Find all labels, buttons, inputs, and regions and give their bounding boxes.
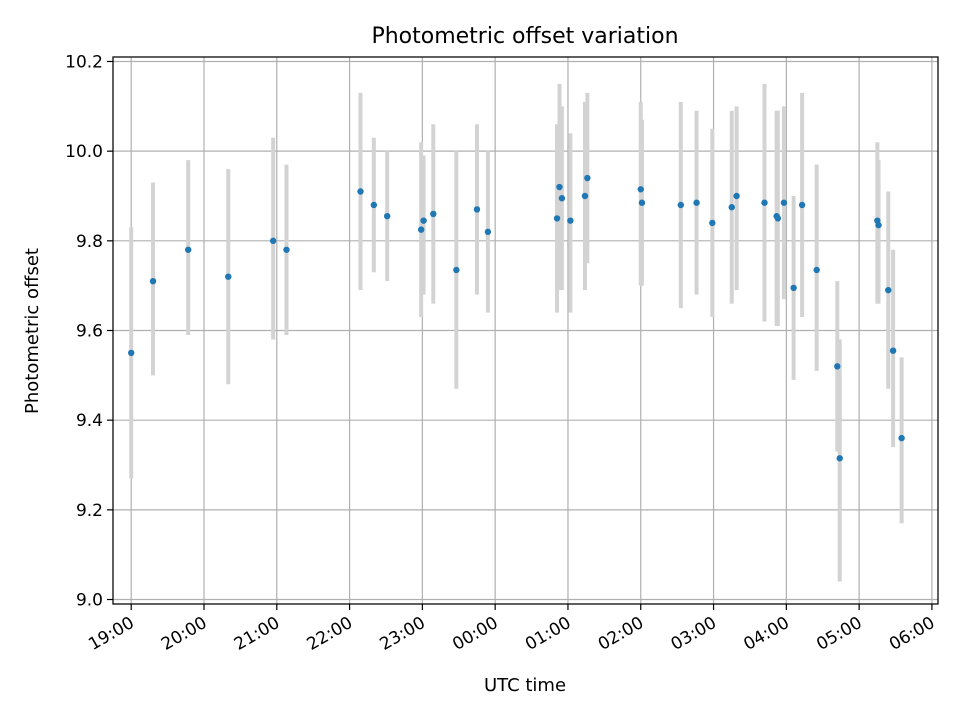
data-point: [283, 246, 290, 253]
y-tick-label: 9.6: [76, 322, 103, 342]
data-point: [761, 199, 768, 206]
data-point: [889, 347, 897, 354]
data-point: [127, 349, 135, 357]
data-point: [885, 286, 892, 294]
data-markers: [127, 174, 905, 462]
data-point: [813, 266, 820, 274]
y-tick-label: 10.0: [65, 142, 103, 162]
data-point: [484, 228, 492, 236]
y-axis-ticks: 9.0 9.2 9.4 9.6 9.8 10.0 10.2: [65, 52, 113, 611]
data-point: [581, 192, 589, 200]
data-point: [790, 284, 797, 292]
data-point: [149, 277, 157, 285]
data-point: [567, 217, 574, 224]
data-point: [417, 226, 425, 233]
data-point: [430, 210, 437, 218]
data-point: [185, 246, 192, 253]
y-tick-label: 9.0: [76, 591, 103, 611]
data-point: [558, 195, 566, 202]
data-point: [834, 363, 841, 370]
data-point: [677, 201, 684, 209]
y-axis-label: Photometric offset: [22, 248, 43, 414]
data-point: [269, 237, 277, 245]
chart-title: Photometric offset variation: [371, 24, 678, 49]
data-point: [584, 174, 591, 182]
data-point: [836, 455, 843, 462]
data-point: [357, 188, 364, 195]
data-point: [556, 183, 563, 191]
data-point: [780, 199, 788, 206]
data-point: [453, 266, 460, 274]
data-point: [420, 217, 427, 224]
data-point: [875, 221, 882, 229]
y-tick-label: 9.4: [76, 411, 103, 431]
data-point: [638, 199, 646, 206]
data-point: [473, 206, 481, 213]
data-point: [774, 215, 782, 222]
data-point: [693, 199, 700, 206]
y-tick-label: 9.2: [76, 501, 103, 521]
data-point: [728, 204, 735, 211]
data-point: [637, 186, 644, 193]
data-point: [383, 212, 391, 220]
data-point: [798, 201, 806, 209]
data-point: [225, 273, 232, 280]
data-point: [370, 201, 378, 209]
data-point: [733, 192, 740, 200]
y-tick-label: 10.2: [65, 52, 103, 72]
data-point: [709, 219, 716, 227]
x-axis-label: UTC time: [484, 675, 566, 696]
data-point: [898, 434, 905, 442]
y-tick-label: 9.8: [76, 232, 103, 252]
data-point: [553, 215, 561, 222]
